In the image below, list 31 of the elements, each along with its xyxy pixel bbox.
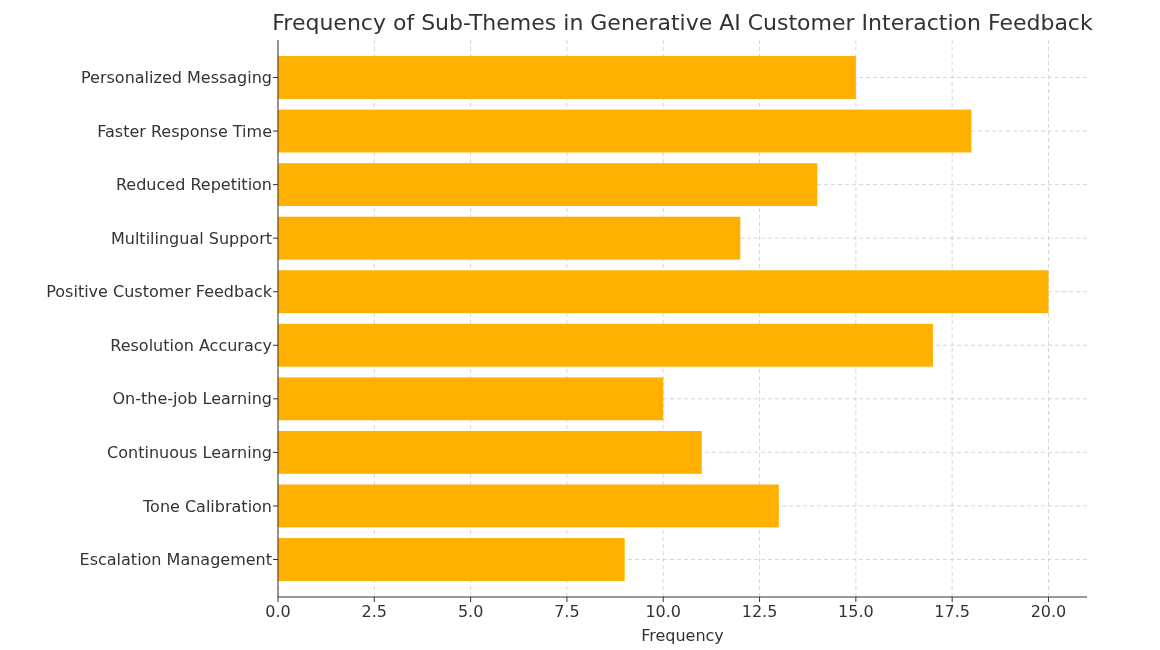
y-tick-label: Escalation Management — [79, 550, 272, 570]
x-tick-label: 10.0 — [645, 602, 682, 621]
x-tick-label: 2.5 — [361, 602, 388, 621]
y-tick-label: Tone Calibration — [142, 496, 272, 516]
bar — [278, 538, 625, 581]
x-tick-label: 15.0 — [838, 602, 874, 621]
bar — [278, 484, 779, 528]
y-tick-label: Resolution Accuracy — [110, 335, 272, 355]
bar — [278, 216, 741, 260]
bar — [278, 377, 664, 421]
bar — [278, 323, 933, 367]
x-axis-title: Frequency — [641, 626, 724, 645]
y-tick-label: Positive Customer Feedback — [46, 282, 273, 302]
y-tick-label: On-the-job Learning — [112, 389, 272, 409]
bar — [278, 430, 702, 474]
y-tick-label: Personalized Messaging — [81, 68, 272, 88]
y-tick-label: Continuous Learning — [107, 442, 272, 462]
x-tick-label: 7.5 — [554, 602, 580, 621]
y-tick-label: Multilingual Support — [110, 228, 272, 248]
bar — [278, 270, 1049, 314]
x-tick-label: 20.0 — [1030, 602, 1067, 621]
x-tick-label: 17.5 — [934, 602, 970, 621]
bar — [278, 109, 972, 153]
bar — [278, 163, 818, 207]
y-tick-label: Reduced Repetition — [115, 175, 272, 195]
y-tick-label: Faster Response Time — [97, 121, 272, 141]
x-tick-label: 12.5 — [741, 602, 778, 621]
x-tick-label: 0.0 — [265, 602, 291, 621]
x-tick-label: 5.0 — [457, 602, 484, 621]
chart-title: Frequency of Sub-Themes in Generative AI Customer Interaction Feedback — [272, 10, 1093, 35]
bar — [278, 56, 856, 99]
